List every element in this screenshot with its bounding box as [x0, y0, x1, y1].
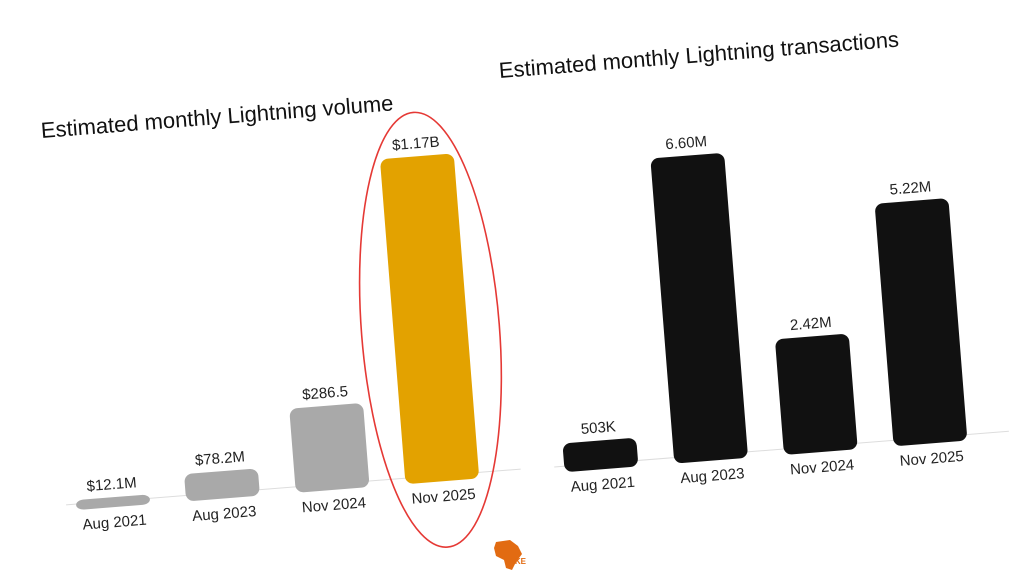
- volume-category-label-1: Aug 2023: [192, 503, 257, 525]
- africa-logo-icon: [494, 540, 522, 570]
- volume-value-label-1: $78.2M: [194, 448, 245, 469]
- transactions-category-label-1: Aug 2023: [680, 465, 745, 487]
- volume-value-label-0: $12.1M: [86, 474, 137, 495]
- transactions-bar-0: [563, 438, 638, 472]
- volume-bar-2: [289, 403, 370, 493]
- watermark-text: itKE: [510, 557, 526, 566]
- volume-value-label-2: $286.5: [302, 383, 349, 404]
- transactions-bar-1: [650, 153, 748, 464]
- volume-bar-0: [76, 494, 150, 510]
- transactions-bar-3: [875, 198, 967, 446]
- volume-value-label-3: $1.17B: [391, 133, 440, 154]
- transactions-category-label-3: Nov 2025: [899, 448, 964, 470]
- volume-bar-3: [380, 153, 479, 484]
- transactions-value-label-2: 2.42M: [789, 314, 832, 334]
- volume-highlight-ellipse: [358, 111, 503, 548]
- transactions-value-label-3: 5.22M: [889, 178, 932, 198]
- transactions-category-label-0: Aug 2021: [570, 474, 635, 496]
- transactions-value-label-1: 6.60M: [665, 133, 708, 153]
- volume-category-label-0: Aug 2021: [82, 512, 147, 534]
- volume-category-label-3: Nov 2025: [411, 486, 476, 508]
- transactions-value-label-0: 503K: [580, 418, 616, 438]
- transactions-bar-2: [775, 334, 858, 455]
- transactions-category-label-2: Nov 2024: [789, 457, 854, 479]
- volume-category-label-2: Nov 2024: [301, 494, 366, 516]
- volume-bar-1: [184, 468, 260, 501]
